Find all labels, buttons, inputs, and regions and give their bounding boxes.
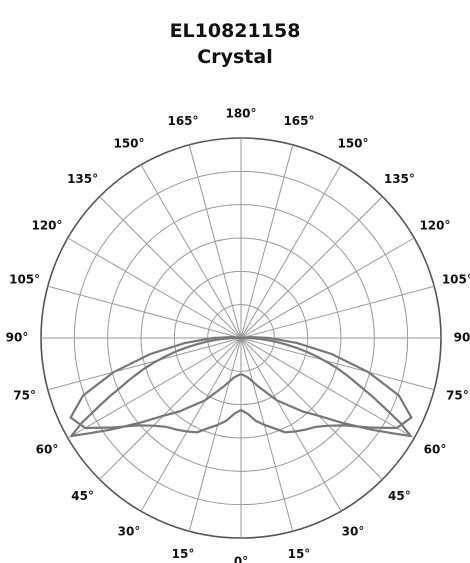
angle-label: 105° xyxy=(442,273,470,287)
angle-label: 120° xyxy=(31,219,62,233)
grid-spoke xyxy=(47,337,242,391)
grid-spoke xyxy=(140,337,242,512)
angle-label: 75° xyxy=(446,388,469,402)
angle-label: 60° xyxy=(424,443,447,457)
grid-spoke xyxy=(240,337,294,532)
angle-label: 135° xyxy=(384,172,415,186)
grid-spoke xyxy=(67,337,242,439)
angle-label: 30° xyxy=(118,524,141,538)
grid-spoke xyxy=(188,337,242,532)
distribution-curve-2-left xyxy=(69,336,242,434)
distribution-curve-1-left xyxy=(70,336,242,438)
angle-label: 135° xyxy=(67,172,98,186)
angle-label: 45° xyxy=(388,489,411,503)
grid-spoke xyxy=(240,196,383,339)
grid-spoke xyxy=(240,337,435,391)
distribution-curve-2-right xyxy=(240,336,413,434)
grid-spoke xyxy=(240,337,342,512)
angle-label: 90° xyxy=(454,331,470,345)
grid-spoke xyxy=(240,164,342,339)
angle-label: 90° xyxy=(6,331,29,345)
angle-label: 0° xyxy=(234,555,248,563)
angle-label: 150° xyxy=(337,137,368,151)
grid-spoke xyxy=(140,164,242,339)
polar-curves xyxy=(69,336,413,438)
grid-spoke xyxy=(99,196,242,339)
polar-grid xyxy=(40,137,442,539)
angle-label: 165° xyxy=(167,114,198,128)
chart-title-line-2: Crystal xyxy=(197,46,273,68)
distribution-curve-1-right xyxy=(240,336,412,438)
angle-label: 15° xyxy=(172,547,195,561)
angle-label: 75° xyxy=(13,388,36,402)
angle-label: 15° xyxy=(288,547,311,561)
grid-spoke xyxy=(240,144,294,339)
angle-label: 45° xyxy=(71,489,94,503)
grid-spoke xyxy=(67,237,242,339)
angle-label: 105° xyxy=(9,273,40,287)
angle-label: 120° xyxy=(419,219,450,233)
grid-spoke xyxy=(99,337,242,480)
angle-label: 150° xyxy=(113,137,144,151)
angle-label: 30° xyxy=(342,524,365,538)
angle-label: 165° xyxy=(283,114,314,128)
chart-title-line-1: EL10821158 xyxy=(169,20,301,42)
grid-spoke xyxy=(240,337,415,439)
grid-spoke xyxy=(188,144,242,339)
angle-label: 60° xyxy=(36,443,59,457)
grid-spoke xyxy=(240,237,415,339)
grid-spoke xyxy=(240,337,383,480)
angle-labels: 165° 150° 135° 120° 105° 90° 75° 60° 45° 30° 15° 16… xyxy=(6,107,470,563)
angle-label: 180° xyxy=(225,107,256,121)
grid-spoke xyxy=(240,285,435,339)
grid-spoke xyxy=(47,285,242,339)
